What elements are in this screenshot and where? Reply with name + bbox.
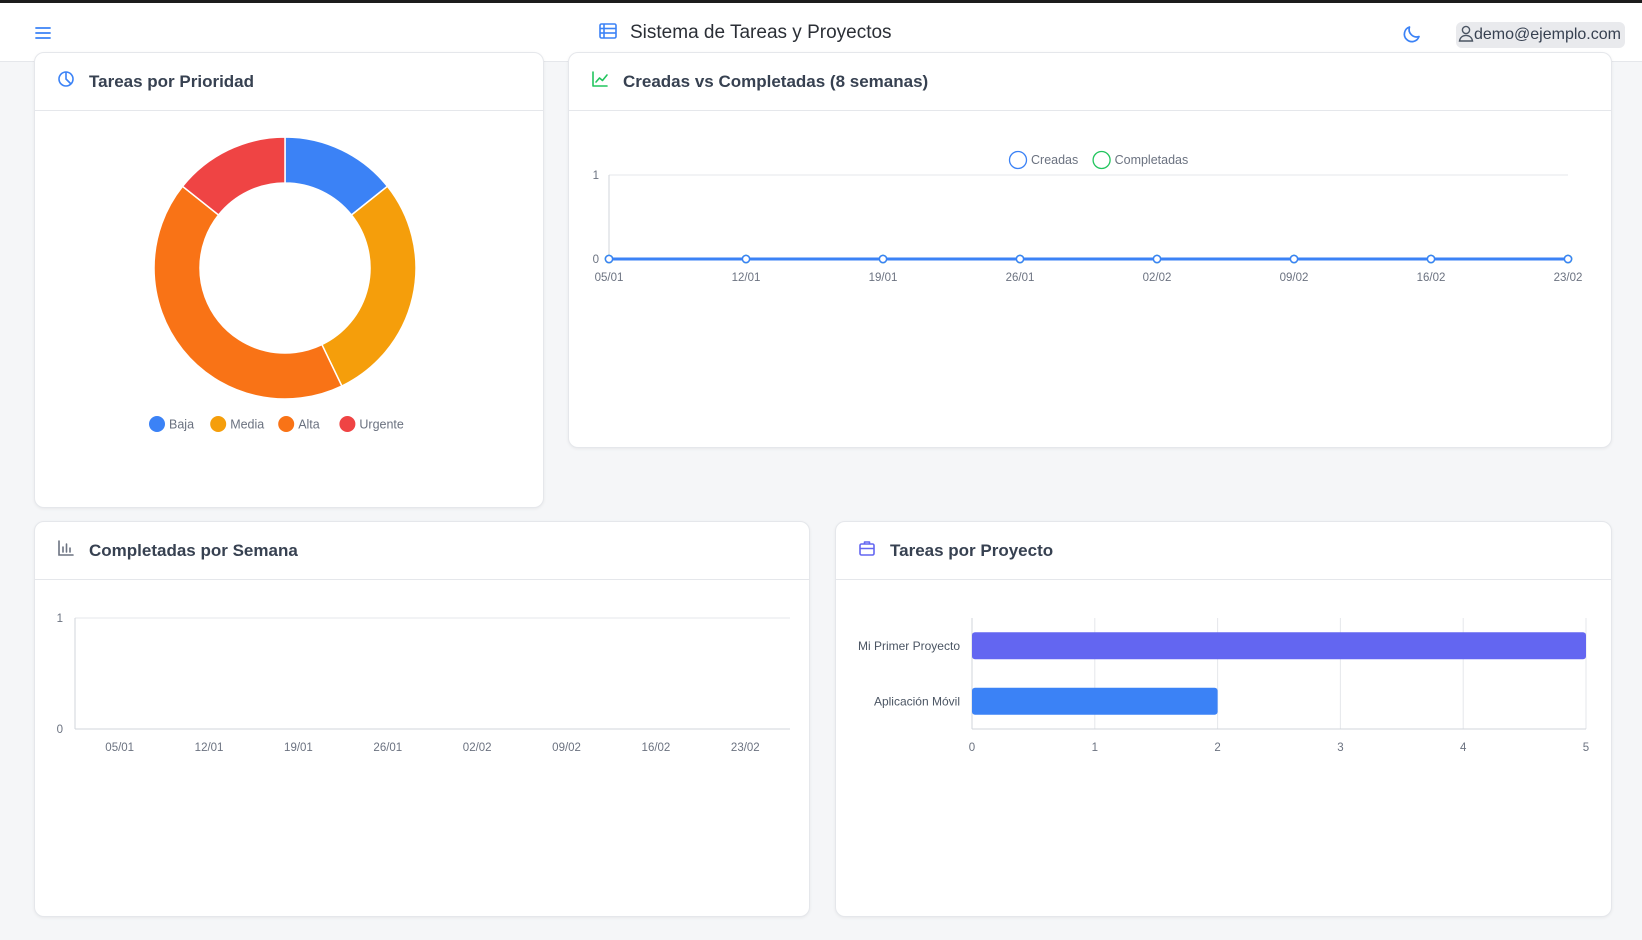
user-menu-button[interactable]: demo@ejemplo.com	[1456, 22, 1625, 48]
x-tick-label: 23/02	[731, 742, 760, 754]
donut-slice-urgente	[181, 136, 286, 217]
legend-label: Creadas	[1031, 153, 1078, 167]
created-vs-completed-line-chart: Creadas Completadas 0 1 05/01 12/01 19/01 26/01…	[593, 150, 1583, 284]
top-border	[0, 0, 1642, 3]
data-point-creadas	[1426, 254, 1436, 264]
donut-slice-alta	[153, 185, 343, 400]
legend-label: Media	[230, 418, 264, 432]
weekly-completed-card: Completadas por Semana 0 1 05/01 12/01 19/01…	[34, 521, 810, 917]
by-project-card: Tareas por Proyecto 0 1 2 3 4 5 Mi Primer Proy…	[835, 521, 1612, 917]
legend-swatch-media	[210, 416, 227, 432]
priority-donut-chart: Baja Media Alta Urgente	[149, 136, 417, 432]
x-tick-label: 23/02	[1554, 272, 1583, 284]
bar	[972, 687, 1218, 715]
x-tick-label: 05/01	[105, 742, 134, 754]
x-tick-label: 0	[969, 742, 975, 754]
legend-swatch-urgente	[339, 416, 356, 432]
x-tick-label: 05/01	[595, 272, 624, 284]
legend-label: Completadas	[1115, 153, 1189, 167]
hamburger-menu-icon[interactable]	[32, 22, 54, 44]
x-tick-label: 1	[1092, 742, 1098, 754]
legend-swatch-alta	[278, 416, 295, 432]
card-header: Completadas por Semana	[35, 522, 809, 580]
legend-swatch-creadas	[1008, 150, 1028, 170]
created-vs-completed-card: Creadas vs Completadas (8 semanas) Cread…	[568, 52, 1612, 448]
y-tick-label: 1	[593, 170, 599, 182]
y-category-label: Aplicación Móvil	[874, 694, 960, 708]
card-title: Tareas por Prioridad	[89, 71, 255, 91]
list-table-icon	[598, 21, 618, 46]
data-point-creadas	[604, 254, 614, 264]
legend-swatch-baja	[149, 416, 165, 432]
y-tick-label: 0	[57, 724, 63, 736]
x-tick-label: 19/01	[869, 272, 898, 284]
x-tick-label: 19/01	[284, 742, 313, 754]
card-header: Tareas por Proyecto	[836, 522, 1611, 580]
x-tick-label: 16/02	[1417, 272, 1446, 284]
x-tick-label: 12/01	[195, 742, 224, 754]
data-point-creadas	[1015, 254, 1025, 264]
y-category-label: Mi Primer Proyecto	[858, 639, 960, 653]
card-header: Tareas por Prioridad	[35, 53, 543, 111]
x-tick-label: 02/02	[1143, 272, 1172, 284]
x-tick-label: 16/02	[642, 742, 671, 754]
x-tick-label: 4	[1460, 742, 1467, 754]
legend-label: Urgente	[359, 418, 404, 432]
by-project-hbar-chart: 0 1 2 3 4 5 Mi Primer Proyecto Aplicación Móvil	[858, 618, 1589, 754]
priority-card: Tareas por Prioridad Baja Media Alta Urgent…	[34, 52, 544, 508]
bar-chart-icon	[57, 539, 75, 562]
x-tick-label: 09/02	[552, 742, 581, 754]
card-header: Creadas vs Completadas (8 semanas)	[569, 53, 1611, 111]
x-tick-label: 26/01	[373, 742, 402, 754]
card-title: Completadas por Semana	[89, 540, 298, 560]
data-point-creadas	[878, 254, 888, 264]
x-tick-label: 02/02	[463, 742, 492, 754]
briefcase-icon	[858, 539, 876, 562]
user-email: demo@ejemplo.com	[1474, 26, 1621, 43]
card-title: Tareas por Proyecto	[890, 540, 1054, 560]
legend-label: Baja	[169, 418, 194, 432]
data-point-creadas	[1289, 254, 1299, 264]
data-point-creadas	[741, 254, 751, 264]
app-brand: Sistema de Tareas y Proyectos	[598, 19, 892, 47]
legend-swatch-completadas	[1092, 150, 1111, 170]
x-tick-label: 26/01	[1006, 272, 1035, 284]
x-tick-label: 2	[1214, 742, 1220, 754]
y-tick-label: 0	[593, 254, 599, 266]
user-icon	[1458, 24, 1474, 47]
app-title: Sistema de Tareas y Proyectos	[630, 22, 892, 43]
donut-slice-media	[320, 185, 417, 388]
weekly-completed-bar-chart: 0 1 05/01 12/01 19/01 26/01 02/02 09/02 16/02 23/…	[57, 613, 790, 754]
x-tick-label: 09/02	[1280, 272, 1309, 284]
moon-icon[interactable]	[1400, 22, 1424, 46]
y-tick-label: 1	[57, 613, 63, 625]
card-title: Creadas vs Completadas (8 semanas)	[623, 71, 929, 91]
x-tick-label: 12/01	[732, 272, 761, 284]
data-point-creadas	[1152, 254, 1162, 264]
x-tick-label: 3	[1337, 742, 1343, 754]
x-tick-label: 5	[1583, 742, 1589, 754]
trend-line-icon	[591, 70, 609, 93]
pie-chart-icon	[57, 70, 75, 93]
legend-label: Alta	[298, 418, 320, 432]
data-point-creadas	[1563, 254, 1573, 264]
bar	[972, 632, 1586, 660]
